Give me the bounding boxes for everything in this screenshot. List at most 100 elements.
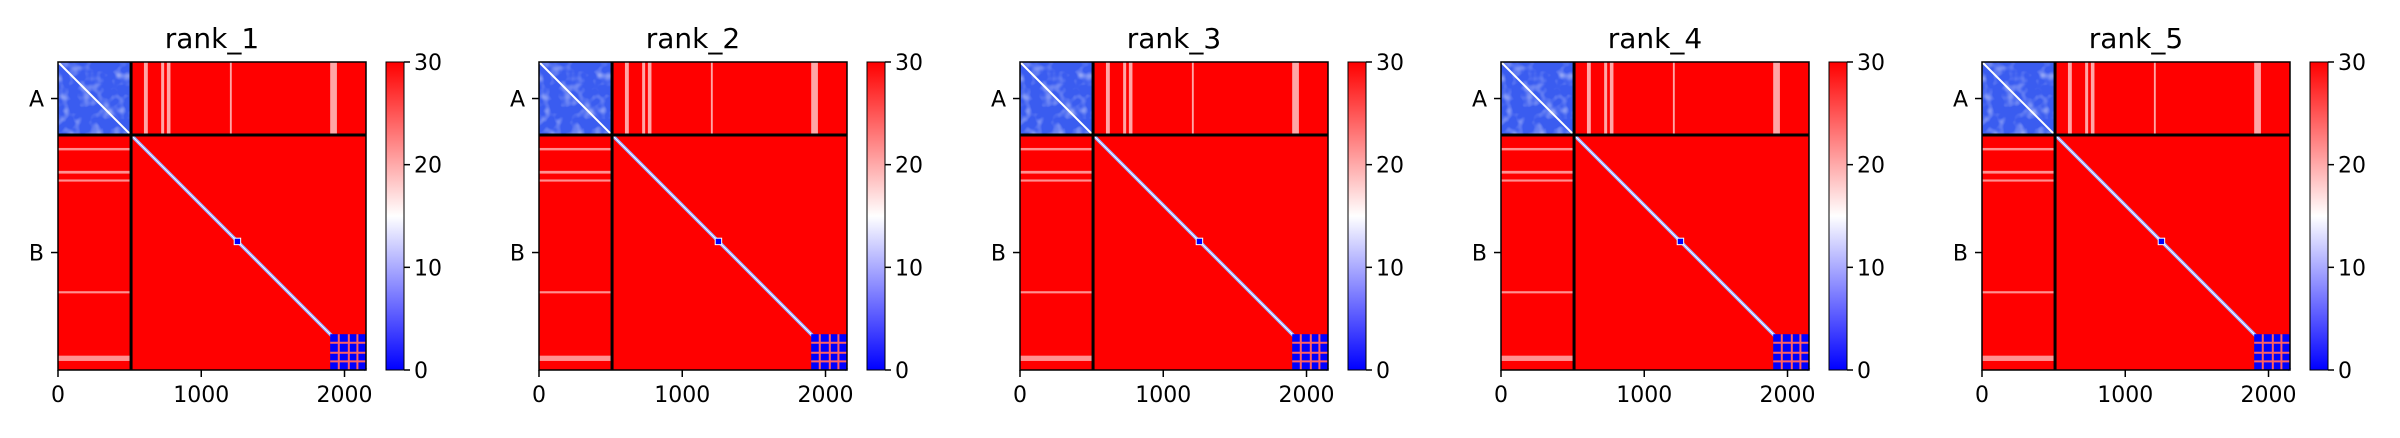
offdiag-row — [58, 147, 132, 151]
diagonal-domain — [1195, 237, 1204, 246]
offdiag-row — [1020, 179, 1094, 182]
heatmap-panel: rank_2 0 1000 2000 A B 0 10 20 30 — [510, 22, 923, 408]
offdiag-stripe — [2254, 62, 2261, 136]
offdiag-stripe — [1105, 62, 1110, 136]
x-tick-label: 0 — [532, 383, 546, 408]
offdiag-stripe — [1672, 62, 1675, 136]
x-tick-label: 2000 — [2241, 383, 2297, 408]
offdiag-row — [539, 355, 613, 361]
colorbar-tick-label: 30 — [1857, 51, 1885, 76]
offdiag-row — [539, 170, 613, 174]
diagonal-domain — [1676, 237, 1685, 246]
chain-label: B — [1953, 242, 1968, 267]
offdiag-stripe — [1191, 62, 1194, 136]
colorbar-tick-label: 0 — [1857, 359, 1871, 384]
offdiag-stripe — [229, 62, 232, 136]
x-tick-label: 1000 — [1135, 383, 1191, 408]
offdiag-row — [1020, 291, 1094, 294]
colorbar-tick-label: 10 — [1376, 256, 1404, 281]
x-tick-label: 0 — [1013, 383, 1027, 408]
offdiag-stripe — [2067, 62, 2072, 136]
offdiag-row — [1501, 355, 1575, 361]
chain-a-block — [1500, 61, 1575, 136]
offdiag-stripe — [1609, 62, 1614, 136]
offdiag-row — [1982, 170, 2056, 174]
colorbar-tick-label: 20 — [2338, 154, 2366, 179]
offdiag-stripe — [1128, 62, 1133, 136]
c-terminal-domain — [330, 334, 366, 370]
chain-label: A — [1472, 88, 1487, 113]
offdiag-row — [1501, 147, 1575, 151]
offdiag-stripe — [1604, 62, 1608, 136]
x-tick-label: 2000 — [798, 383, 854, 408]
chain-label: B — [510, 242, 525, 267]
offdiag-row — [58, 355, 132, 361]
panel-title: rank_5 — [2089, 22, 2183, 55]
offdiag-stripe — [710, 62, 713, 136]
colorbar-tick-label: 30 — [1376, 51, 1404, 76]
offdiag-row — [1020, 170, 1094, 174]
chain-a-block — [538, 61, 613, 136]
offdiag-row — [1982, 291, 2056, 294]
offdiag-stripe — [642, 62, 646, 136]
offdiag-stripe — [161, 62, 165, 136]
offdiag-row — [1982, 355, 2056, 361]
plot-frame — [1981, 61, 2291, 371]
colorbar-tick-label: 0 — [895, 359, 909, 384]
offdiag-stripe — [2085, 62, 2089, 136]
plot-frame — [1500, 61, 1810, 371]
diagonal-domain — [714, 237, 723, 246]
chain-b-diagonal-core — [611, 134, 848, 371]
offdiag-stripe — [330, 62, 337, 136]
offdiag-row — [1982, 147, 2056, 151]
chain-a-diagonal — [1019, 61, 1094, 136]
chain-b-diagonal-core — [2054, 134, 2291, 371]
heatmap-panel: rank_5 0 1000 2000 A B 0 10 20 30 — [1953, 22, 2366, 408]
offdiag-stripe — [1773, 62, 1780, 136]
heatmap-panel: rank_1 0 1000 2000 A B 0 10 20 30 — [29, 22, 442, 408]
colorbar-tick-label: 20 — [414, 154, 442, 179]
offdiag-stripe — [2090, 62, 2095, 136]
colorbar-gradient — [1347, 61, 1367, 371]
colorbar-gradient — [1828, 61, 1848, 371]
offdiag-row — [58, 291, 132, 294]
colorbar: 0 10 20 30 — [385, 51, 442, 384]
chain-label: A — [510, 88, 525, 113]
chain-a-block — [1019, 61, 1094, 136]
colorbar-tick-label: 10 — [414, 256, 442, 281]
diagonal-domain — [233, 237, 242, 246]
x-tick-label: 1000 — [173, 383, 229, 408]
offdiag-stripe — [1586, 62, 1591, 136]
x-tick-label: 2000 — [317, 383, 373, 408]
c-terminal-domain — [1292, 334, 1328, 370]
colorbar-tick-label: 20 — [1376, 154, 1404, 179]
offdiag-stripe — [2153, 62, 2156, 136]
panel-title: rank_2 — [646, 22, 740, 55]
colorbar-tick-label: 30 — [2338, 51, 2366, 76]
plot-frame — [538, 61, 848, 371]
colorbar-tick-label: 10 — [1857, 256, 1885, 281]
c-terminal-domain — [811, 334, 847, 370]
chain-b-diagonal-core — [1092, 134, 1329, 371]
offdiag-row — [1501, 179, 1575, 182]
x-tick-label: 1000 — [2097, 383, 2153, 408]
colorbar-tick-label: 0 — [414, 359, 428, 384]
plot-frame — [57, 61, 367, 371]
offdiag-stripe — [166, 62, 171, 136]
offdiag-row — [539, 147, 613, 151]
colorbar-tick-label: 20 — [1857, 154, 1885, 179]
offdiag-stripe — [811, 62, 818, 136]
chain-a-diagonal — [538, 61, 613, 136]
offdiag-stripe — [1292, 62, 1299, 136]
colorbar: 0 10 20 30 — [1828, 51, 1885, 384]
colorbar: 0 10 20 30 — [866, 51, 923, 384]
offdiag-row — [58, 179, 132, 182]
x-tick-label: 0 — [1494, 383, 1508, 408]
chain-label: A — [29, 88, 44, 113]
offdiag-stripe — [624, 62, 629, 136]
chain-b-diagonal-core — [130, 134, 367, 371]
plot-frame — [1019, 61, 1329, 371]
x-tick-label: 1000 — [1616, 383, 1672, 408]
chain-a-diagonal — [57, 61, 132, 136]
colorbar: 0 10 20 30 — [1347, 51, 1404, 384]
